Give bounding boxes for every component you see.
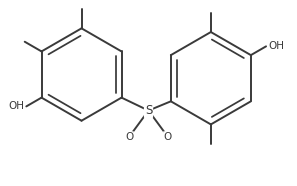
Text: O: O — [125, 132, 133, 142]
Text: OH: OH — [268, 41, 284, 51]
Text: O: O — [164, 132, 172, 142]
Text: S: S — [145, 104, 152, 117]
Text: OH: OH — [8, 101, 24, 111]
